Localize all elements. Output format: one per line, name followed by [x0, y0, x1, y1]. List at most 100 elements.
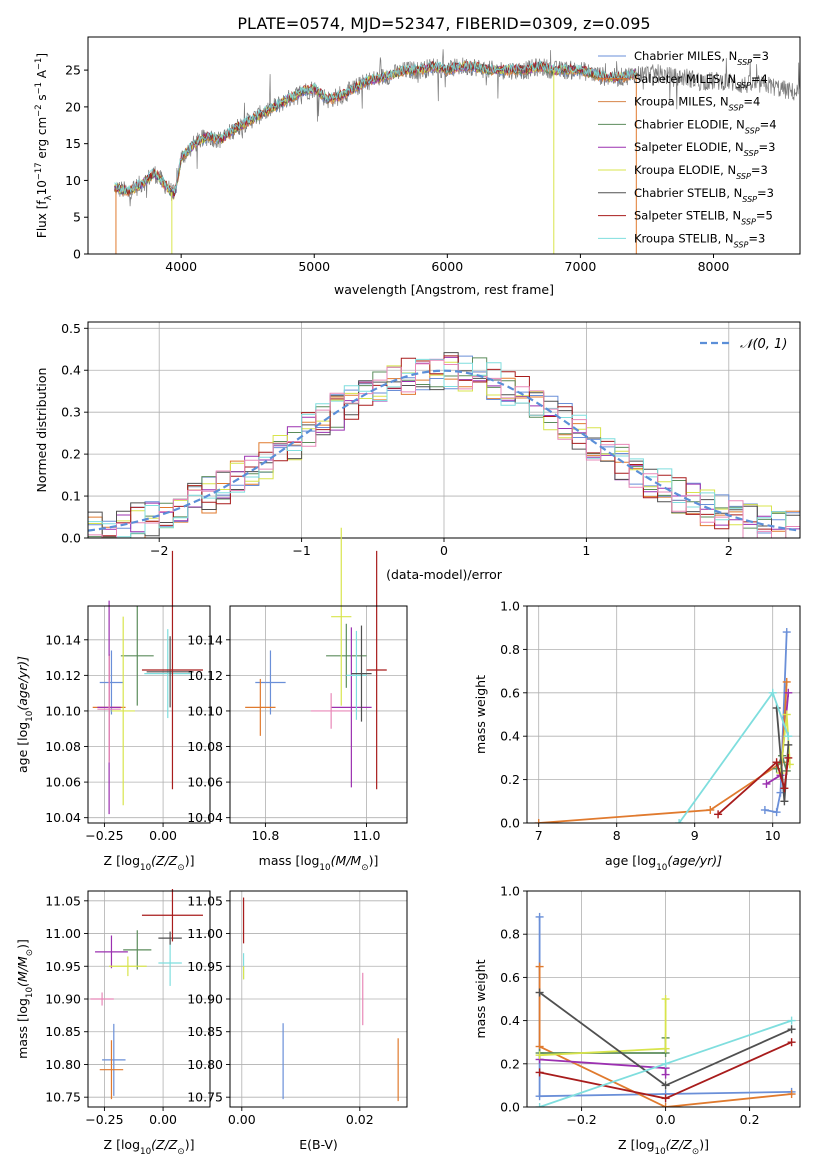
weight-vs-z-xlabel-part: Z [log [618, 1137, 654, 1152]
weight-vs-age-xtick-label: 10 [765, 828, 781, 843]
weight-vs-z-ytick-label: 0.2 [500, 1056, 520, 1071]
weight-vs-z-ytick-label: 1.0 [500, 884, 520, 899]
spectrum-legend-label-part: =4 [760, 117, 777, 131]
mass-vs-ebv-ytick-label: 10.85 [187, 1024, 223, 1039]
spectrum-ylabel-part: A [35, 69, 49, 82]
mass-vs-ebv-ytick-label: 10.75 [187, 1090, 223, 1105]
mass-vs-z-xtick-label: 0.00 [149, 1112, 177, 1127]
mass-vs-ebv-xtick-label: 0.02 [346, 1112, 374, 1127]
spectrum-legend-label-part: SSP [742, 194, 757, 203]
residuals-hist-group [88, 352, 800, 538]
residuals-ytick-label: 0.5 [61, 321, 81, 336]
spectrum-legend-label-part: Salpeter STELIB, N [634, 209, 741, 223]
mass-vs-z-xlabel-part: (Z/Z [151, 1137, 178, 1152]
spectrum-xtick-label: 4000 [165, 259, 197, 274]
figure-title: PLATE=0574, MJD=52347, FIBERID=0309, z=0… [237, 14, 650, 33]
spectrum-legend-label-part: SSP [737, 58, 752, 67]
mass-vs-z-ylabel-part: mass [log [15, 998, 30, 1059]
spectrum-legend-label-part: =4 [743, 95, 760, 109]
spectrum-ylabel-part: 10 [35, 180, 49, 195]
mass-vs-ebv-ytick-label: 10.90 [187, 992, 223, 1007]
spectrum-ylabel-part: −2 [33, 104, 43, 116]
spectrum-legend-label: Salpeter STELIB, NSSP=5 [634, 209, 773, 227]
residuals-xtick-label: −1 [292, 543, 310, 558]
weight-vs-z-ytick-label: 0.8 [500, 927, 520, 942]
weight-vs-z-xlabel: Z [log10(Z/Z⊙)] [618, 1137, 709, 1157]
age-vs-mass-frame [229, 605, 408, 824]
mass-vs-ebv-ytick-label: 10.80 [187, 1057, 223, 1072]
residuals-xtick-label: 1 [582, 543, 590, 558]
spectrum-legend-label-part: Kroupa STELIB, N [634, 231, 734, 245]
spectrum-xlabel: wavelength [Angstrom, rest frame] [334, 282, 554, 297]
mass-vs-z-xlabel-part: Z [log [104, 1137, 140, 1152]
spectrum-ylabel-part: Flux [f [35, 200, 49, 238]
mass-vs-ebv-ytick-label: 11.05 [187, 893, 223, 908]
age-vs-z-frame [87, 605, 211, 824]
weight-vs-age-ytick-label: 0.6 [500, 685, 520, 700]
age-vs-mass-ytick-label: 10.12 [187, 668, 223, 683]
spectrum-xtick-label: 7000 [565, 259, 597, 274]
spectrum-legend-label-part: SSP [729, 103, 744, 112]
weight-vs-z-xlabel-part: ⊙ [692, 1147, 699, 1157]
weight-vs-z-series-group [535, 912, 796, 1107]
weight-vs-age-series-line [717, 757, 790, 815]
age-vs-z-xlabel-part: 10 [140, 863, 151, 873]
spectrum-legend-label-part: SSP [734, 240, 749, 249]
spectrum-ylabel-part: s [35, 94, 49, 104]
spectrum-legend-label: Kroupa ELODIE, NSSP=3 [634, 163, 768, 181]
spectrum-legend-label-part: Chabrier STELIB, N [634, 186, 742, 200]
spectrum-ylabel: Flux [fλ10−17 erg cm−2 s−1 A−1] [33, 53, 53, 238]
mass-vs-z-xlabel-part: 10 [140, 1147, 151, 1157]
weight-vs-z-xtick-label: 0.2 [740, 1112, 760, 1127]
residuals-xtick-label: 0 [440, 543, 448, 558]
age-vs-z-xlabel-part: Z [log [104, 853, 140, 868]
spectrum-ylabel-part: ] [35, 53, 49, 58]
spectrum-legend-label: Chabrier ELODIE, NSSP=4 [634, 117, 777, 135]
residuals-xlabel: (data-model)/error [386, 567, 503, 582]
mass-vs-z-ylabel-part: (M/M [15, 956, 30, 987]
weight-vs-age-xtick-label: 7 [535, 828, 543, 843]
age-vs-z-ytick-label: 10.04 [45, 810, 81, 825]
mass-vs-z-ylabel-part: 10 [25, 987, 35, 998]
mass-vs-z-ytick-label: 10.90 [45, 992, 81, 1007]
weight-vs-age-xtick-label: 9 [691, 828, 699, 843]
spectrum-legend-label-part: =3 [751, 163, 768, 177]
age-vs-z-ytick-label: 10.14 [45, 632, 81, 647]
mass-vs-z-xlabel: Z [log10(Z/Z⊙)] [104, 1137, 195, 1157]
age-vs-mass-ytick-label: 10.14 [187, 632, 223, 647]
spectrum-ylabel-part: −17 [33, 162, 43, 180]
weight-vs-z-series-line [538, 966, 792, 1107]
age-vs-z-panel: −0.25 0.00 10.04 10.06 10.08 10.10 10.12 10.14 Z… [15, 550, 211, 873]
weight-vs-age-series-line [538, 681, 788, 823]
age-vs-mass-panel-bg [230, 606, 407, 823]
mass-vs-z-ytick-label: 10.80 [45, 1057, 81, 1072]
age-vs-z-ytick-label: 10.12 [45, 668, 81, 683]
spectrum-ytick-label: 15 [65, 136, 81, 151]
weight-vs-z-ytick-label: 0.6 [500, 970, 520, 985]
age-vs-mass-ytick-label: 10.04 [187, 810, 223, 825]
spectrum-frame [87, 36, 801, 255]
weight-vs-z-xlabel-part: (Z/Z [666, 1137, 693, 1152]
age-vs-mass-panel: 10.8 11.0 10.04 10.06 10.08 10.10 10.12 10.14 ma… [187, 527, 408, 873]
spectrum-legend-label-part: SSP [736, 172, 751, 181]
spectrum-ylabel-part: λ [43, 195, 53, 200]
spectrum-ytick-label: 10 [65, 173, 81, 188]
spectrum-legend-label-part: =3 [748, 231, 765, 245]
spectrum-legend-label-part: SSP [744, 149, 759, 158]
age-vs-z-xlabel-part: (Z/Z [151, 853, 178, 868]
residuals-ytick-label: 0.4 [61, 363, 81, 378]
spectrum-panel: 4000 5000 6000 7000 8000 0 5 10 15 20 25 wavelength… [33, 36, 801, 297]
age-vs-z-panel-bg [88, 606, 210, 823]
weight-vs-age-xlabel-part: 10 [656, 863, 667, 873]
mass-vs-ebv-ytick-label: 10.95 [187, 959, 223, 974]
weight-vs-age-series-group [534, 628, 794, 823]
age-vs-mass-ytick-label: 10.08 [187, 739, 223, 754]
spectrum-xtick-label: 6000 [431, 259, 463, 274]
mass-vs-z-panel: −0.25 0.00 10.75 10.80 10.85 10.90 10.95 11.00 1… [15, 889, 211, 1157]
mass-vs-ebv-xtick-label: 0.00 [228, 1112, 256, 1127]
spectrum-ylabel-part: −1 [33, 82, 43, 94]
mass-vs-ebv-xlabel-part: E(B-V) [299, 1137, 338, 1152]
residuals-ytick-label: 0.3 [61, 405, 81, 420]
weight-vs-z-xlabel-part: 10 [655, 1147, 666, 1157]
